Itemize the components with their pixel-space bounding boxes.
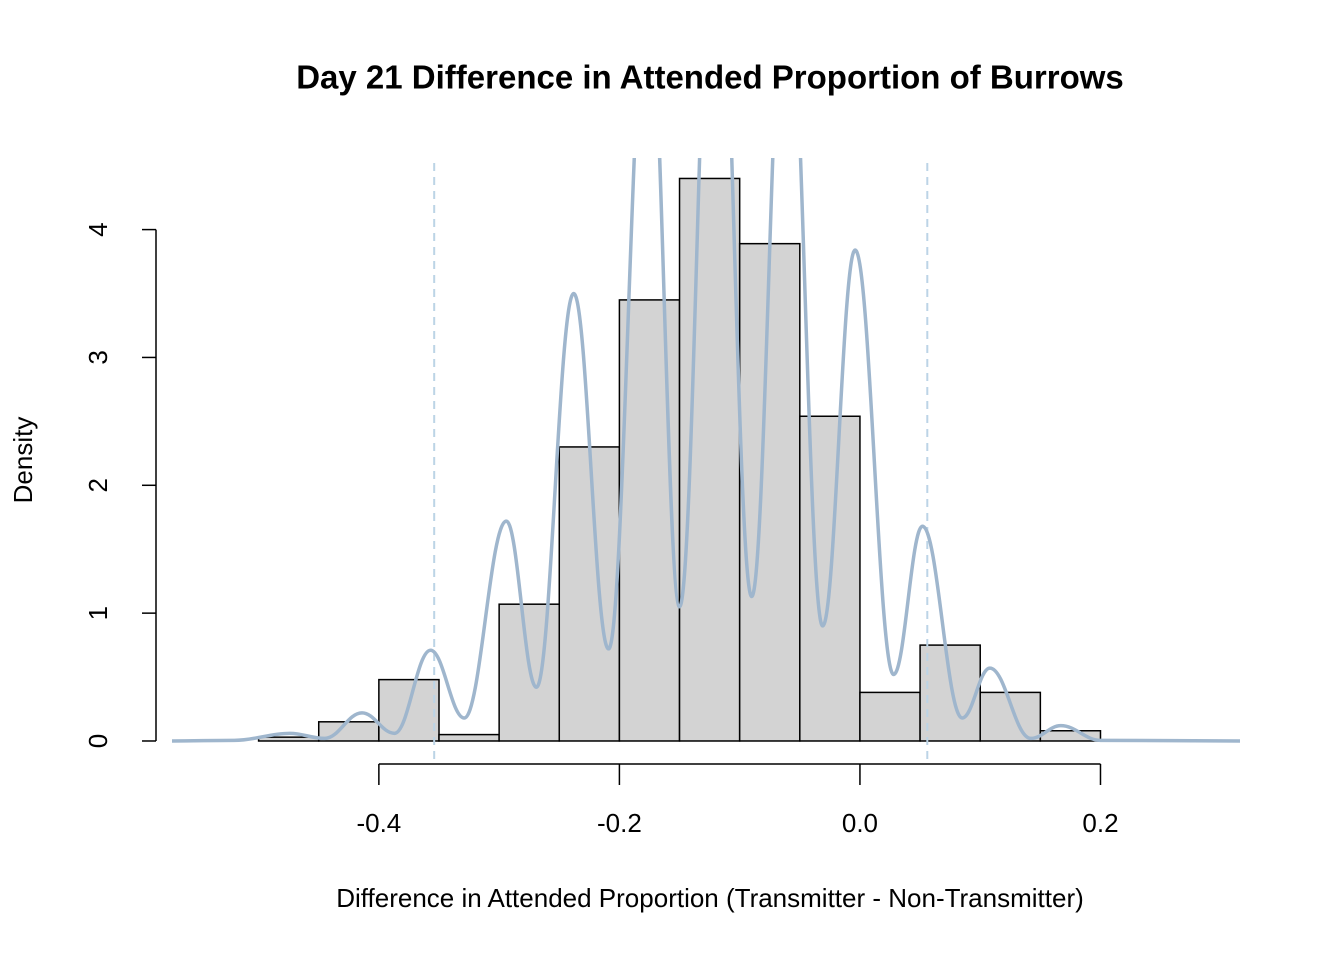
density-group [172, 158, 1240, 743]
y-tick-label: 2 [83, 478, 113, 492]
bar [618, 299, 681, 742]
density-line [172, 158, 1240, 743]
bar [738, 242, 801, 742]
y-tick-label: 1 [83, 606, 113, 620]
bar [859, 691, 921, 742]
y-tick-label: 4 [83, 222, 113, 236]
chart-title: Day 21 Difference in Attended Proportion… [296, 59, 1124, 96]
bar [438, 733, 500, 742]
y-axis-label: Density [8, 417, 38, 504]
y-tick-label: 3 [83, 350, 113, 364]
y-tick-label: 0 [83, 734, 113, 748]
x-tick-label: -0.2 [597, 808, 642, 838]
bar [979, 691, 1042, 742]
bar [919, 644, 981, 742]
x-axis-label: Difference in Attended Proportion (Trans… [336, 883, 1084, 913]
bar [558, 446, 621, 742]
x-tick-label: 0.2 [1082, 808, 1118, 838]
x-tick-label: -0.4 [356, 808, 401, 838]
x-tick-label: 0.0 [842, 808, 878, 838]
